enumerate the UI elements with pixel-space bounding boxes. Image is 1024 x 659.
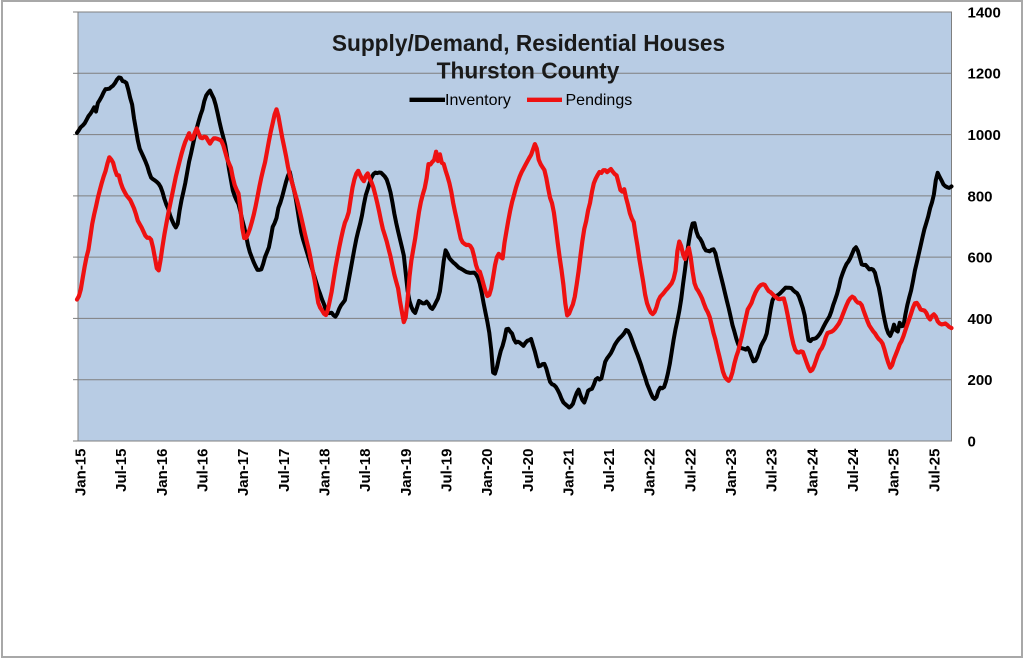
svg-text:600: 600 — [968, 250, 993, 267]
svg-text:400: 400 — [968, 311, 993, 328]
svg-text:0: 0 — [968, 433, 976, 450]
svg-text:1000: 1000 — [968, 127, 1001, 144]
svg-text:Jan-18: Jan-18 — [316, 449, 333, 497]
svg-text:Jul-23: Jul-23 — [764, 449, 781, 492]
svg-text:Jan-20: Jan-20 — [479, 448, 496, 496]
svg-text:Jul-15: Jul-15 — [113, 449, 130, 492]
svg-text:Jan-23: Jan-23 — [723, 449, 740, 497]
svg-text:Jan-16: Jan-16 — [154, 449, 171, 497]
svg-text:Jul-19: Jul-19 — [438, 449, 455, 492]
svg-text:Jul-21: Jul-21 — [601, 449, 618, 492]
svg-text:Jan-17: Jan-17 — [235, 449, 252, 497]
svg-text:Jul-22: Jul-22 — [682, 449, 699, 492]
svg-text:Jul-16: Jul-16 — [194, 449, 211, 492]
svg-text:Inventory: Inventory — [445, 92, 511, 109]
svg-text:Supply/Demand, Residential Hou: Supply/Demand, Residential Houses — [332, 30, 725, 56]
svg-text:800: 800 — [968, 188, 993, 205]
svg-text:200: 200 — [968, 372, 993, 389]
svg-text:1200: 1200 — [968, 66, 1001, 83]
svg-text:Thurston County: Thurston County — [437, 58, 620, 84]
svg-text:Pendings: Pendings — [566, 92, 633, 109]
svg-text:Jan-21: Jan-21 — [560, 449, 577, 497]
svg-text:Jul-24: Jul-24 — [845, 448, 862, 492]
svg-text:Jan-19: Jan-19 — [398, 449, 415, 497]
svg-text:Jul-25: Jul-25 — [926, 449, 943, 492]
svg-text:Jan-22: Jan-22 — [642, 449, 659, 497]
svg-text:Jul-20: Jul-20 — [520, 449, 537, 492]
svg-text:Jan-24: Jan-24 — [804, 448, 821, 496]
svg-text:Jul-18: Jul-18 — [357, 449, 374, 492]
svg-text:1400: 1400 — [968, 4, 1001, 21]
svg-text:Jan-25: Jan-25 — [886, 449, 903, 497]
svg-text:Jan-15: Jan-15 — [72, 449, 89, 497]
svg-text:Jul-17: Jul-17 — [276, 449, 293, 492]
